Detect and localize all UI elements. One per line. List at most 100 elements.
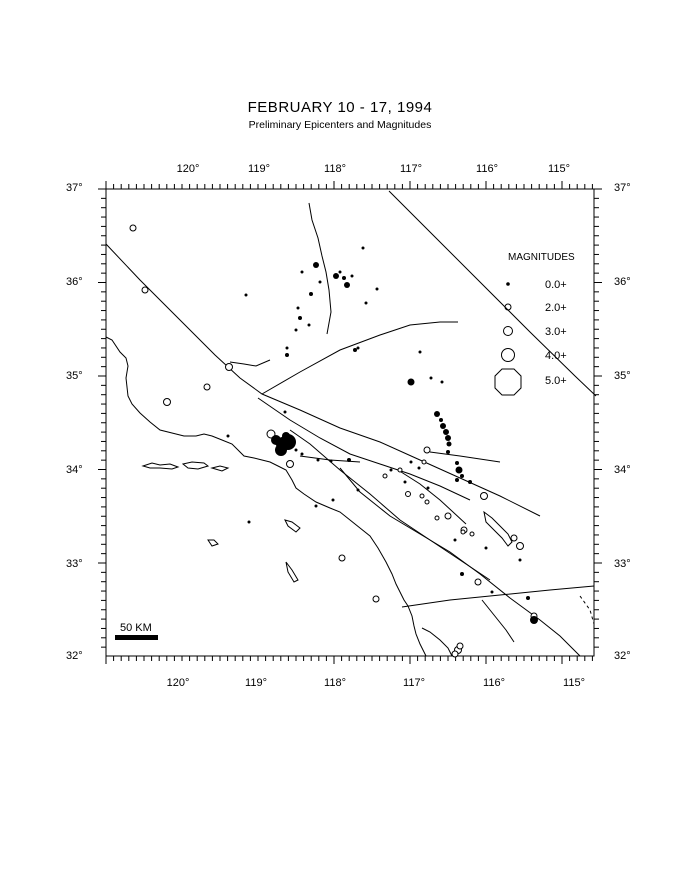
epicenter-marker xyxy=(451,650,459,658)
scale-bar-rect xyxy=(115,635,158,640)
epicenter-marker xyxy=(285,346,289,350)
epicenter-marker xyxy=(331,498,335,502)
epicenter-marker xyxy=(403,480,407,484)
epicenter-marker xyxy=(316,458,320,462)
map-subtitle: Preliminary Epicenters and Magnitudes xyxy=(248,119,432,131)
epicenter-marker xyxy=(407,378,415,386)
epicenter-marker xyxy=(526,596,530,600)
legend-symbol-3 xyxy=(503,326,513,336)
epicenter-marker xyxy=(469,531,475,537)
legend-label-3: 3.0+ xyxy=(545,326,567,338)
epicenter-marker xyxy=(455,466,463,474)
epicenter-marker xyxy=(283,410,287,414)
map-title: FEBRUARY 10 - 17, 1994 xyxy=(247,99,433,116)
lon-label-119-bottom: 119° xyxy=(245,677,267,689)
epicenter-marker xyxy=(468,480,472,484)
lat-label-32-left: 32° xyxy=(66,650,83,662)
legend-label-2: 2.0+ xyxy=(545,302,567,314)
lon-label-119-top: 119° xyxy=(248,163,270,175)
epicenter-marker xyxy=(460,572,464,576)
epicenter-marker xyxy=(434,411,440,417)
epicenter-marker xyxy=(282,432,290,440)
scale-bar-label: 50 KM xyxy=(120,622,152,634)
epicenter-marker xyxy=(294,448,298,452)
epicenters xyxy=(129,224,538,658)
epicenter-marker xyxy=(296,306,300,310)
epicenter-marker xyxy=(417,466,421,470)
epicenter-marker xyxy=(285,353,289,357)
epicenter-marker xyxy=(286,460,294,468)
gulf-coast-lines xyxy=(421,510,515,657)
lat-label-35-left: 35° xyxy=(66,370,83,382)
lon-label-115-top: 115° xyxy=(548,163,570,175)
epicenter-marker xyxy=(440,423,446,429)
epicenter-marker xyxy=(300,452,304,456)
epicenter-marker xyxy=(247,520,251,524)
epicenter-marker xyxy=(244,293,248,297)
epicenter-marker xyxy=(226,434,230,438)
legend-title: MAGNITUDES xyxy=(508,252,575,263)
lon-label-118-top: 118° xyxy=(324,163,346,175)
epicenter-marker xyxy=(333,273,339,279)
epicenter-marker xyxy=(344,282,350,288)
epicenter-marker xyxy=(203,383,211,391)
epicenter-marker xyxy=(294,328,298,332)
legend-symbol-5 xyxy=(494,368,522,396)
lon-label-116-bottom: 116° xyxy=(483,677,505,689)
lat-label-33-left: 33° xyxy=(66,558,83,570)
coastline xyxy=(105,336,427,657)
epicenter-marker xyxy=(455,461,459,465)
epicenter-marker xyxy=(141,286,149,294)
epicenter-marker xyxy=(474,578,482,586)
epicenter-marker xyxy=(439,418,443,422)
epicenter-marker xyxy=(405,491,411,497)
lat-label-37-right: 37° xyxy=(614,182,631,194)
epicenter-marker xyxy=(426,486,430,490)
epicenter-marker xyxy=(424,499,430,505)
epicenter-marker xyxy=(389,468,393,472)
epicenter-marker xyxy=(314,504,318,508)
epicenter-marker xyxy=(419,493,425,499)
lat-label-33-right: 33° xyxy=(614,558,631,570)
legend-symbol-0 xyxy=(506,282,510,286)
epicenter-marker xyxy=(516,542,524,550)
epicenter-marker xyxy=(356,488,360,492)
epicenter-marker xyxy=(530,616,538,624)
lon-label-116-top: 116° xyxy=(476,163,498,175)
epicenter-marker xyxy=(418,350,422,354)
epicenter-marker xyxy=(347,458,351,462)
legend-label-4: 4.0+ xyxy=(545,350,567,362)
epicenter-marker xyxy=(480,492,488,500)
epicenter-marker xyxy=(353,348,357,352)
epicenter-marker xyxy=(342,276,346,280)
scale-bar: 50 KM xyxy=(115,622,158,640)
epicenter-marker xyxy=(518,558,522,562)
epicenter-marker xyxy=(423,446,431,454)
legend-label-5: 5.0+ xyxy=(545,375,567,387)
lon-label-117-top: 117° xyxy=(400,163,422,175)
epicenter-marker xyxy=(510,534,518,542)
epicenter-marker xyxy=(275,444,287,456)
epicenter-marker xyxy=(375,287,379,291)
epicenter-marker xyxy=(338,270,342,274)
epicenter-marker xyxy=(350,274,354,278)
epicenter-marker xyxy=(372,595,380,603)
lat-label-34-right: 34° xyxy=(614,464,631,476)
legend-label-0: 0.0+ xyxy=(545,279,567,291)
epicenter-marker xyxy=(484,546,488,550)
epicenter-marker xyxy=(225,363,233,371)
epicenter-marker xyxy=(455,478,459,482)
epicenter-marker xyxy=(490,590,494,594)
epicenter-marker xyxy=(382,473,388,479)
legend-symbol-2 xyxy=(504,303,512,311)
epicenter-marker xyxy=(443,429,449,435)
epicenter-marker xyxy=(163,398,171,406)
channel-islands xyxy=(141,461,301,583)
epicenter-marker xyxy=(460,529,466,535)
lat-label-36-right: 36° xyxy=(614,276,631,288)
epicenter-marker xyxy=(309,292,313,296)
epicenter-marker xyxy=(456,642,464,650)
epicenter-marker xyxy=(446,441,452,447)
epicenter-marker xyxy=(421,459,427,465)
